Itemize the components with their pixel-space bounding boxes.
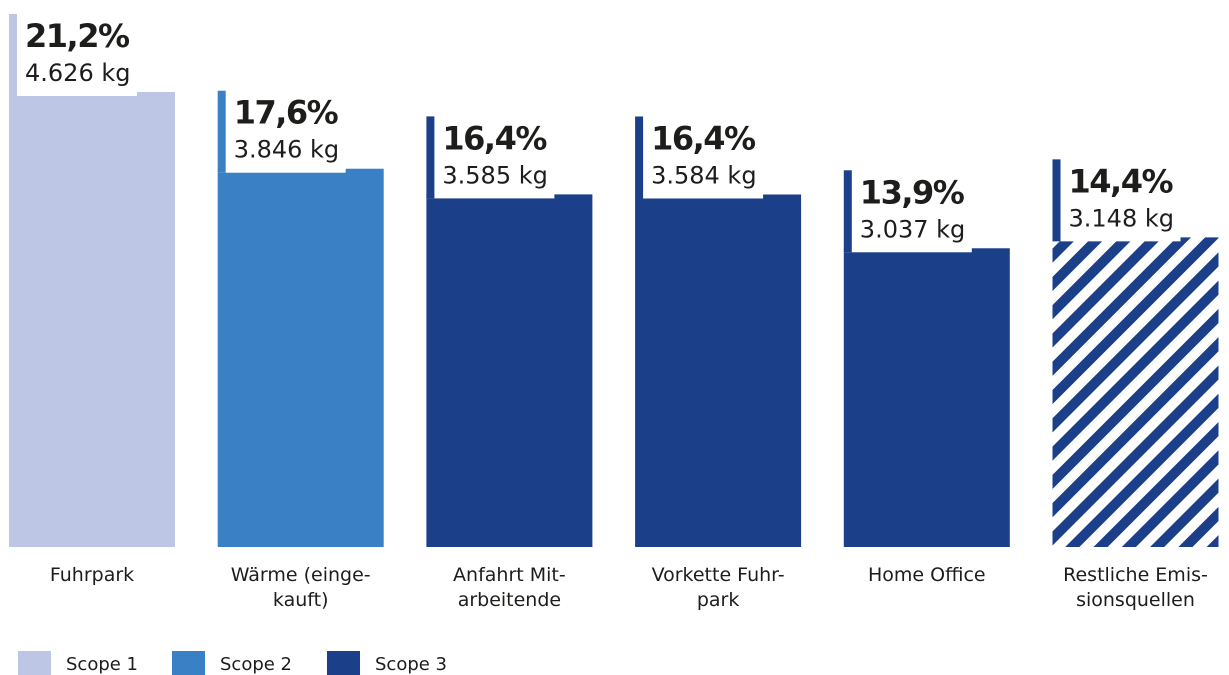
label-accent-bar [217, 90, 226, 173]
label-background [635, 116, 764, 199]
legend-label: Scope 2 [220, 654, 292, 675]
value-label: 3.584 kg [651, 161, 756, 189]
legend-swatch [327, 651, 360, 675]
legend-swatch [18, 651, 51, 675]
category-label: Home Office [868, 564, 986, 586]
category-label: Restliche Emis- [1063, 564, 1208, 586]
value-label: 3.585 kg [442, 161, 547, 189]
category-label: Fuhrpark [50, 564, 134, 586]
label-background [843, 170, 972, 253]
category-label: Wärme (einge- [231, 564, 371, 586]
category-label: kauft) [273, 589, 329, 611]
value-label: 3.037 kg [860, 215, 965, 243]
category-label: Anfahrt Mit- [453, 564, 566, 586]
legend-label: Scope 1 [66, 654, 138, 675]
bar [9, 92, 175, 547]
label-accent-bar [635, 116, 644, 199]
label-accent-bar [843, 170, 852, 253]
category-label: arbeitende [458, 589, 561, 611]
bar [217, 168, 384, 547]
value-label: 3.846 kg [234, 136, 339, 164]
label-accent-bar [1052, 159, 1061, 242]
percent-label: 14,4% [1069, 162, 1174, 200]
percent-label: 16,4% [651, 119, 756, 157]
bar [843, 248, 1010, 548]
category-label: Vorkette Fuhr- [652, 564, 785, 586]
bar [1052, 237, 1219, 547]
label-background [217, 90, 346, 173]
label-accent-bar [426, 116, 435, 199]
category-label: sionsquellen [1076, 589, 1195, 611]
value-label: 3.148 kg [1069, 204, 1174, 232]
percent-label: 16,4% [442, 119, 547, 157]
bar [635, 194, 802, 548]
label-background [9, 14, 137, 96]
bar [426, 194, 593, 547]
label-background [426, 116, 555, 199]
label-background [1052, 159, 1181, 242]
percent-label: 13,9% [860, 173, 965, 211]
value-label: 4.626 kg [25, 59, 130, 87]
legend-swatch [172, 651, 205, 675]
percent-label: 17,6% [234, 94, 339, 132]
label-accent-bar [9, 14, 17, 96]
percent-label: 21,2% [25, 17, 130, 55]
legend-label: Scope 3 [375, 654, 447, 675]
category-label: park [697, 589, 740, 611]
